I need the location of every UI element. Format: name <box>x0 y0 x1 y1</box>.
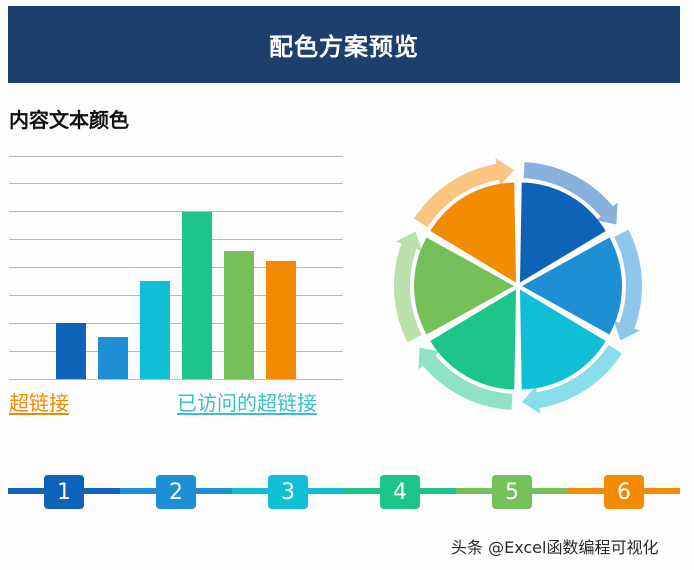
section-title: 内容文本颜色 <box>9 108 129 132</box>
gridline <box>9 211 343 212</box>
page-header: 配色方案预览 <box>8 6 680 83</box>
pie-slice-4 <box>430 289 516 390</box>
gridline <box>9 156 343 157</box>
timeline-track <box>8 488 680 494</box>
pie-slice-1 <box>520 182 606 283</box>
bar-2 <box>98 337 128 379</box>
pie-arrow-4 <box>418 347 513 410</box>
visited-hyperlink-sample[interactable]: 已访问的超链接 <box>177 391 317 415</box>
bar-1 <box>56 323 86 379</box>
timeline-step-5[interactable]: 5 <box>492 475 532 509</box>
page-title: 配色方案预览 <box>269 33 419 61</box>
pie-arrow-5 <box>394 231 423 343</box>
pie-chart-svg <box>394 157 642 415</box>
pie-slice-3 <box>520 289 606 390</box>
bar-5 <box>224 250 254 379</box>
gridline <box>9 295 343 296</box>
pie-arrow-6 <box>414 157 514 228</box>
gridline <box>9 351 343 352</box>
pie-arrow-2 <box>613 229 642 341</box>
pie-chart <box>388 150 658 420</box>
pie-slice-6 <box>430 182 516 283</box>
gridline <box>9 239 343 240</box>
pie-slice-5 <box>414 237 514 335</box>
bar-3 <box>140 281 170 379</box>
gridline <box>9 267 343 268</box>
hyperlink-sample[interactable]: 超链接 <box>9 391 69 415</box>
gridline <box>9 183 343 184</box>
watermark: 头条 @Excel函数编程可视化 <box>451 538 659 557</box>
timeline-step-1[interactable]: 1 <box>44 475 84 509</box>
pie-slice-2 <box>522 237 622 335</box>
timeline-step-6[interactable]: 6 <box>604 475 644 509</box>
pie-arrow-3 <box>522 344 622 415</box>
baseline <box>9 379 343 380</box>
gridline <box>9 323 343 324</box>
pie-arrow-1 <box>523 162 618 225</box>
bar-6 <box>266 260 296 379</box>
timeline-step-2[interactable]: 2 <box>156 475 196 509</box>
timeline-step-4[interactable]: 4 <box>380 475 420 509</box>
bar-4 <box>182 211 212 379</box>
timeline-step-3[interactable]: 3 <box>268 475 308 509</box>
